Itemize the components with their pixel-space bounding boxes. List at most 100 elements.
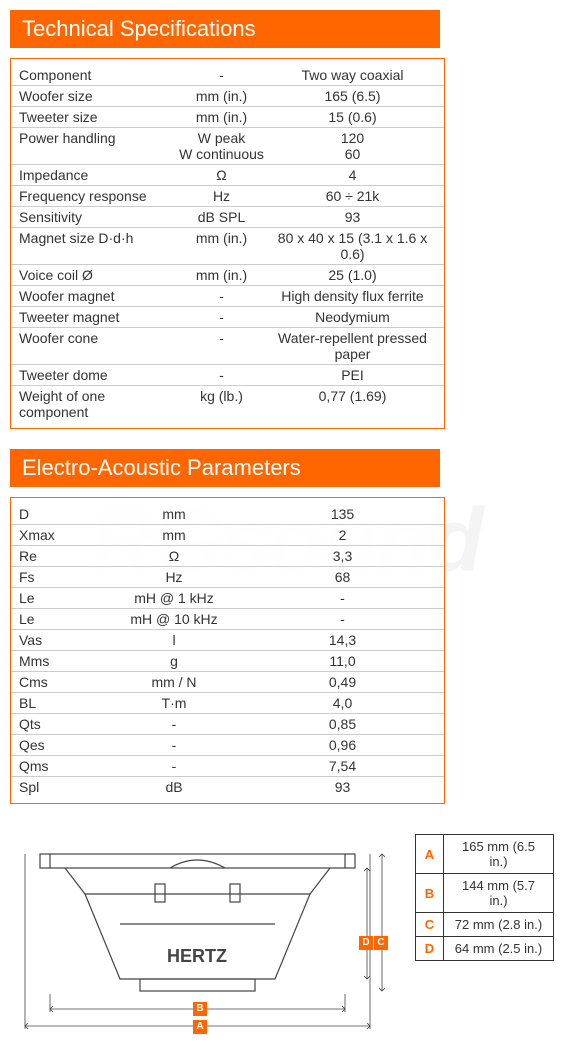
table-row: Xmaxmm2	[11, 525, 444, 546]
spec-unit: g	[99, 653, 249, 669]
dim-letter: C	[416, 913, 444, 937]
spec-value: PEI	[269, 367, 436, 383]
spec-value: 135	[249, 506, 436, 522]
spec-value: 60 ÷ 21k	[269, 188, 436, 204]
table-row: Woofer sizemm (in.)165 (6.5)	[11, 86, 444, 107]
table-row: Woofer cone-Water-repellent pressed pape…	[11, 328, 444, 365]
table-row: Magnet size D·d·hmm (in.)80 x 40 x 15 (3…	[11, 228, 444, 265]
spec-unit: -	[174, 309, 269, 325]
spec-value: 0,49	[249, 674, 436, 690]
table-row: ImpedanceΩ4	[11, 165, 444, 186]
spec-value: 4,0	[249, 695, 436, 711]
table-row: ReΩ3,3	[11, 546, 444, 567]
table-row: Woofer magnet-High density flux ferrite	[11, 286, 444, 307]
spec-unit: dB	[99, 779, 249, 795]
spec-value: Neodymium	[269, 309, 436, 325]
spec-unit: -	[174, 288, 269, 304]
spec-label: Fs	[19, 569, 99, 585]
spec-label: Re	[19, 548, 99, 564]
dim-badge-d: D	[359, 936, 373, 950]
spec-label: Frequency response	[19, 188, 174, 204]
dim-badge-b: B	[193, 1002, 207, 1016]
spec-label: Vas	[19, 632, 99, 648]
spec-value: 15 (0.6)	[269, 109, 436, 125]
spec-unit: -	[99, 716, 249, 732]
spec-value: Water-repellent pressed paper	[269, 330, 436, 362]
spec-label: BL	[19, 695, 99, 711]
tech-specs-table: Component-Two way coaxialWoofer sizemm (…	[10, 58, 445, 429]
spec-unit: mm	[99, 527, 249, 543]
spec-unit: Hz	[99, 569, 249, 585]
table-row: Qms-7,54	[11, 756, 444, 777]
spec-label: Qts	[19, 716, 99, 732]
table-row: LemH @ 1 kHz-	[11, 588, 444, 609]
spec-value: 0,77 (1.69)	[269, 388, 436, 420]
spec-value: 93	[249, 779, 436, 795]
spec-value: 68	[249, 569, 436, 585]
dim-letter: B	[416, 874, 444, 913]
spec-value: High density flux ferrite	[269, 288, 436, 304]
spec-label: Magnet size D·d·h	[19, 230, 174, 262]
table-row: FsHz68	[11, 567, 444, 588]
dim-badge-a: A	[193, 1020, 207, 1034]
diagram-brand-label: HERTZ	[167, 946, 227, 966]
spec-unit: l	[99, 632, 249, 648]
dim-value: 144 mm (5.7 in.)	[444, 874, 554, 913]
spec-label: Voice coil Ø	[19, 267, 174, 283]
bottom-section: HERTZ	[10, 834, 562, 1034]
tech-specs-title: Technical Specifications	[10, 10, 440, 48]
spec-unit: -	[174, 367, 269, 383]
spec-value: 11,0	[249, 653, 436, 669]
table-row: Dmm135	[11, 504, 444, 525]
spec-label: Spl	[19, 779, 99, 795]
table-row: A165 mm (6.5 in.)	[416, 835, 554, 874]
dim-badge-c: C	[374, 936, 388, 950]
table-row: SensitivitydB SPL93	[11, 207, 444, 228]
spec-unit: T·m	[99, 695, 249, 711]
spec-unit: mm / N	[99, 674, 249, 690]
table-row: Tweeter sizemm (in.)15 (0.6)	[11, 107, 444, 128]
spec-value: 0,85	[249, 716, 436, 732]
spec-unit: -	[99, 758, 249, 774]
table-row: Qts-0,85	[11, 714, 444, 735]
spec-unit: W peakW continuous	[174, 130, 269, 162]
spec-value: -	[249, 611, 436, 627]
spec-label: Woofer cone	[19, 330, 174, 362]
table-row: Vasl14,3	[11, 630, 444, 651]
dim-value: 64 mm (2.5 in.)	[444, 937, 554, 961]
table-row: Qes-0,96	[11, 735, 444, 756]
dim-letter: D	[416, 937, 444, 961]
table-row: Weight of one componentkg (lb.)0,77 (1.6…	[11, 386, 444, 422]
table-row: Tweeter dome-PEI	[11, 365, 444, 386]
spec-value: 4	[269, 167, 436, 183]
spec-label: Impedance	[19, 167, 174, 183]
spec-unit: mH @ 10 kHz	[99, 611, 249, 627]
spec-label: Le	[19, 611, 99, 627]
spec-unit: mm (in.)	[174, 267, 269, 283]
table-row: C72 mm (2.8 in.)	[416, 913, 554, 937]
spec-unit: Ω	[174, 167, 269, 183]
spec-value: 93	[269, 209, 436, 225]
ea-params-title: Electro-Acoustic Parameters	[10, 449, 440, 487]
spec-label: Qms	[19, 758, 99, 774]
spec-value: 0,96	[249, 737, 436, 753]
spec-label: D	[19, 506, 99, 522]
spec-label: Power handling	[19, 130, 174, 146]
table-row: Mmsg11,0	[11, 651, 444, 672]
table-row: Component-Two way coaxial	[11, 65, 444, 86]
spec-value: 3,3	[249, 548, 436, 564]
spec-value: 14,3	[249, 632, 436, 648]
spec-unit: Hz	[174, 188, 269, 204]
spec-value: 12060	[269, 130, 436, 162]
dim-value: 72 mm (2.8 in.)	[444, 913, 554, 937]
spec-unit: -	[99, 737, 249, 753]
table-row: B144 mm (5.7 in.)	[416, 874, 554, 913]
dim-letter: A	[416, 835, 444, 874]
dimensions-table: A165 mm (6.5 in.)B144 mm (5.7 in.)C72 mm…	[415, 834, 554, 961]
spec-unit: Ω	[99, 548, 249, 564]
spec-value: Two way coaxial	[269, 67, 436, 83]
spec-unit: mH @ 1 kHz	[99, 590, 249, 606]
spec-unit: -	[174, 330, 269, 362]
table-row: LemH @ 10 kHz-	[11, 609, 444, 630]
spec-label: Xmax	[19, 527, 99, 543]
